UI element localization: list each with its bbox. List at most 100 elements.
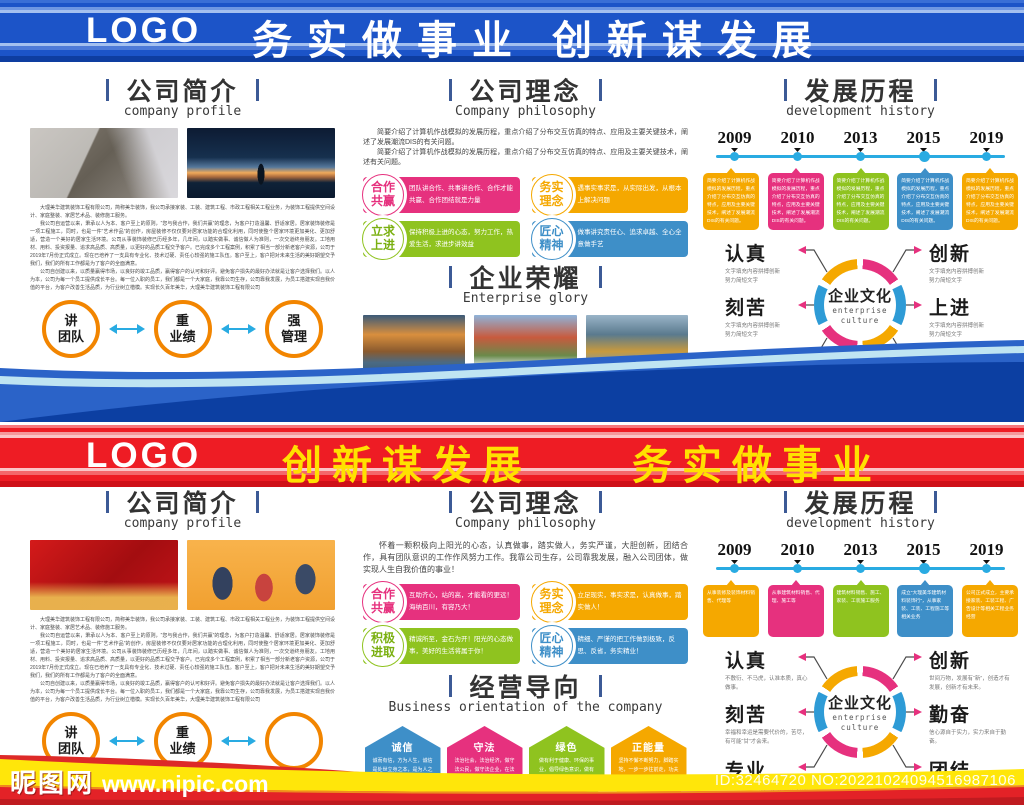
hexagon: 绿色 做有利于健康、环保的事业，倡导绿色意识，做有利、有益、长久健康发展的事业。 xyxy=(528,726,605,805)
top-slogan: 务实做事业 创新谋发展 xyxy=(252,18,827,63)
watermark-id: ID:32464720 NO:20221024094516987106 xyxy=(714,772,1016,789)
timeline-axis xyxy=(703,151,1018,164)
philosophy-boxes: 合作 共赢 互助齐心，站的高，才能看的更远！海纳百川，有容乃大！ 务实 理念 立… xyxy=(362,581,688,667)
hexagon-label: 诚信 xyxy=(391,743,414,754)
hexagon-text: 做有利于健康、环保的事业，倡导绿色意识，做有利、有益、长久健康发展的事业。 xyxy=(536,758,597,790)
timeline-year: 2010 xyxy=(766,540,829,564)
culture-spoke: 上进 文字填充内容拼搏创新 努力简短文字 xyxy=(929,293,1015,339)
culture-wheel-bottom: 企业文化 enterprise culture 认真 不敷衍、不马虎，认准本质，… xyxy=(703,645,1018,801)
paragraph: 公司自创建以来，以质量赢得市场，以良好的竣工品质，赢得客户的认可和好评。避免客户… xyxy=(30,681,336,703)
logo-text: LOGO xyxy=(86,436,202,475)
timeline-year: 2015 xyxy=(892,128,955,152)
timeline-box: 简要介绍了计算机作战模拟的发展历程，重点介绍了分布交互仿真的特点，应用及主要关键… xyxy=(703,173,759,231)
timeline-axis xyxy=(703,563,1018,576)
philosophy-boxes: 合作 共赢 团队讲合作、共事讲合作、合作才能共赢、合作团结就是力量 务实 理念 … xyxy=(362,173,688,260)
section-subtitle: Company philosophy xyxy=(455,104,596,119)
title-bar-left xyxy=(449,265,453,288)
culture-center-subtitle: enterprise culture xyxy=(832,306,888,325)
orientation-hexagons: 诚信 诚而有信，方为人生，诚信是处世立身之本，是为人之道，做事之规矩。 守法 法… xyxy=(363,726,688,805)
philosophy-box: 合作 共赢 团队讲合作、共事讲合作、合作才能共赢、合作团结就是力量 xyxy=(362,173,520,216)
title-bar-left xyxy=(449,79,453,101)
title-bar-left xyxy=(449,491,453,513)
profile-photos xyxy=(30,540,335,610)
timeline-boxes: 简要介绍了计算机作战模拟的发展历程，重点介绍了分布交互仿真的特点，应用及主要关键… xyxy=(703,173,1018,231)
spoke-label: 团结 xyxy=(929,354,972,376)
philosophy-box: 匠心 精神 做事讲究责任心、追求卓越、全心全意做手艺 xyxy=(530,217,688,260)
timeline-dot xyxy=(981,564,991,573)
box-badge: 匠心 精神 xyxy=(530,625,573,667)
culture-spoke: 认真 文字填充内容拼搏创新 努力简短文字 xyxy=(725,239,811,285)
culture-spoke: 团结 文字填充内容拼搏创新 努力简短文字 xyxy=(929,349,1015,395)
culture-spoke: 创新 文字填充内容拼搏创新 努力简短文字 xyxy=(929,239,1015,285)
timeline-dot xyxy=(729,152,739,161)
section-subtitle: development history xyxy=(786,516,935,531)
culture-center-title: 企业文化 xyxy=(827,695,892,712)
title-bar-left xyxy=(784,491,788,513)
hexagon-text: 诚而有信，方为人生，诚信是处世立身之本，是为人之道，做事之规矩。 xyxy=(372,758,433,781)
value-circle: 重 业绩 xyxy=(153,712,212,770)
section-company-profile-bottom: 公司简介 company profile 大理美华建筑装饰工程有限公司，简称美华… xyxy=(30,488,335,770)
spoke-label: 专业 xyxy=(725,354,768,376)
hexagon: 守法 法治社会，法治经济，做守法公民，做守法企业，在法治化环境下做好经营。 xyxy=(446,726,523,805)
box-badge: 合作 共赢 xyxy=(362,581,404,623)
box-text: 保持积极上进的心态，努力工作，热爱生活，求进步讲效益 xyxy=(409,228,513,248)
section-subtitle: development history xyxy=(786,104,935,119)
section-title-row: 发展历程 xyxy=(703,76,1018,106)
section-title-row: 公司简介 xyxy=(30,76,335,106)
double-arrow-icon xyxy=(109,736,144,746)
spoke-label: 刻苦 xyxy=(725,298,768,320)
photo-gold-buildings xyxy=(30,540,178,610)
spoke-caption: 信心源自于实力，实力来自于勤奋。 xyxy=(929,730,1007,745)
box-text: 团队讲合作、共事讲合作、合作才能共赢、合作团结就是力量 xyxy=(409,184,513,204)
box-badge: 匠心 精神 xyxy=(530,217,573,260)
timeline-year: 2013 xyxy=(829,540,892,564)
title-bar-right xyxy=(255,491,259,513)
section-title: 公司简介 xyxy=(126,491,239,518)
title-bar-right xyxy=(933,79,937,101)
value-circle: 重 业绩 xyxy=(153,300,212,358)
philosophy-text: 简要介绍了计算机作战模拟的发展历程，重点介绍了分布交互仿真的特点、应用及主要关键… xyxy=(363,128,688,169)
section-title: 公司理念 xyxy=(469,79,582,106)
box-text: 遇事实事求是，从实际出发，从根本上解决问题 xyxy=(577,184,682,204)
timeline-year: 2019 xyxy=(955,128,1018,152)
spoke-caption: 文字填充内容拼搏创新 努力简短文字 xyxy=(929,269,985,284)
title-bar-right xyxy=(598,675,602,697)
profile-photos xyxy=(30,128,335,198)
bottom-header-bar: LOGO 创新谋发展 务实做事业 xyxy=(0,425,1024,488)
photo-company-sign xyxy=(30,128,178,198)
section-title-row: 公司简介 xyxy=(30,488,335,518)
section-title: 企业荣耀 xyxy=(469,265,582,293)
timeline-box: 成立“大理美华建筑材料装饰行”，从事家装、工装、工程施工等相关业务 xyxy=(897,585,954,637)
photo-sunset-figure xyxy=(187,128,335,198)
spoke-caption: 文字填充内容拼搏创新 努力简短文字 xyxy=(725,269,781,284)
culture-wheel-top: 企业文化 enterprise culture 认真 文字填充内容拼搏创新 努力… xyxy=(703,238,1018,394)
box-badge: 积极 进取 xyxy=(362,625,404,667)
timeline-year: 2015 xyxy=(892,540,955,564)
section-philosophy-bottom: 公司理念 Company philosophy 怀着一颗积极向上阳光的心态，认真… xyxy=(362,488,688,805)
spoke-label: 创新 xyxy=(929,244,972,266)
timeline-year: 2009 xyxy=(703,128,766,152)
timeline-box: 从事建筑材料销售、代理、施工等 xyxy=(767,585,824,637)
value-circle: 讲 团队 xyxy=(42,712,100,770)
spoke-caption: 文字填充内容拼搏创新 努力简短文字 xyxy=(929,323,985,338)
section-title: 公司简介 xyxy=(126,79,239,106)
photo-landscape-2 xyxy=(474,314,577,385)
spoke-label: 刻苦 xyxy=(725,705,768,726)
watermark-site: 昵图网 www.nipic.com xyxy=(10,763,269,800)
timeline-boxes: 从事装修及装饰材料销售、代理等 从事建筑材料销售、代理、施工等 建筑材料销售、施… xyxy=(703,585,1018,637)
box-badge: 合作 共赢 xyxy=(362,173,404,216)
spoke-label: 认真 xyxy=(725,651,768,672)
profile-text: 大理美华建筑装饰工程有限公司，简称美华装饰，我公司承接家装、工装、建筑工程、市政… xyxy=(30,204,335,292)
section-title: 经营导向 xyxy=(469,675,582,702)
section-history-bottom: 发展历程 development history 2009 2010 2013 … xyxy=(703,488,1018,801)
culture-spoke: 刻苦 幸福和幸运是需要代价的，苦尽，有可能“甘”才会来。 xyxy=(725,700,811,746)
paragraph: 大理美华建筑装饰工程有限公司，简称美华装饰，我公司承接家装、工装、建筑工程、市政… xyxy=(30,205,336,219)
title-bar-right xyxy=(933,491,937,513)
value-circle: 强 管理 xyxy=(265,300,323,358)
philosophy-box: 积极 进取 精诚所至，金石为开！阳光的心态做事，美好的生活将属于你！ xyxy=(362,625,520,667)
title-bar-left xyxy=(449,675,453,697)
culture-spoke: 刻苦 文字填充内容拼搏创新 努力简短文字 xyxy=(725,293,811,339)
site-url-text: www.nipic.com xyxy=(102,771,269,797)
section-title-row: 经营导向 xyxy=(363,672,688,702)
philosophy-box: 合作 共赢 互助齐心，站的高，才能看的更远！海纳百川，有容乃大！ xyxy=(362,581,520,623)
